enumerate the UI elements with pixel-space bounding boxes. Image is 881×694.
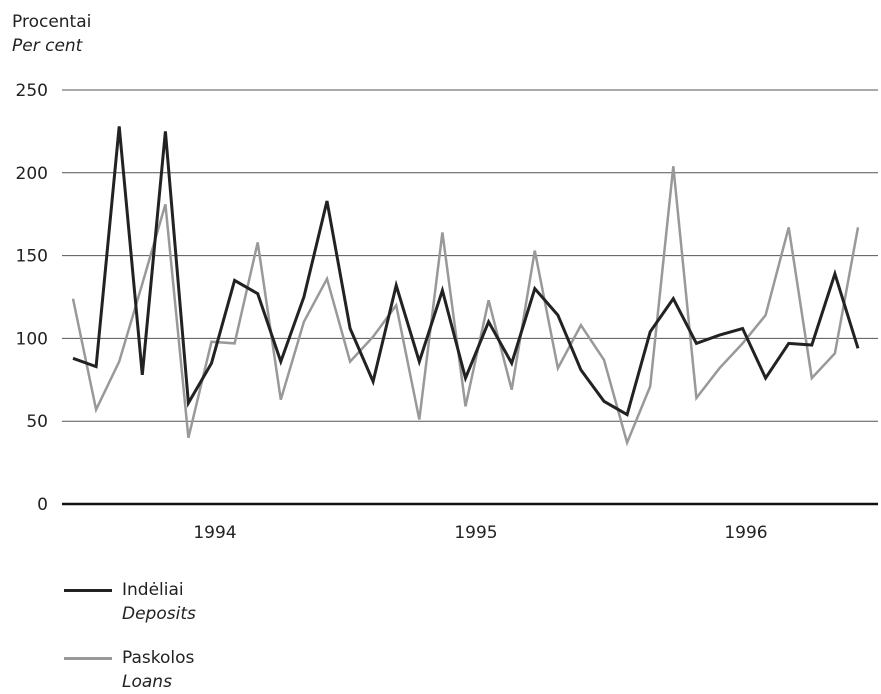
y-tick-label: 150 [16, 247, 48, 267]
legend-label-loans-en: Loans [122, 672, 172, 692]
line-chart: 0 50 100 150 200 250 1994 1995 1996 [16, 81, 878, 543]
legend-swatch-loans [64, 657, 112, 660]
gridlines [62, 89, 878, 506]
y-tick-label: 100 [16, 329, 48, 349]
y-tick-label: 200 [16, 164, 48, 184]
legend-swatch-deposits [64, 589, 112, 592]
x-tick-label: 1994 [193, 523, 236, 543]
x-tick-label: 1995 [454, 523, 497, 543]
legend-label-loans: Paskolos [122, 648, 195, 668]
x-tick-labels: 1994 1995 1996 [193, 523, 767, 543]
y-tick-labels: 0 50 100 150 200 250 [16, 81, 48, 515]
y-tick-label: 0 [37, 495, 48, 515]
legend-label-deposits: Indėliai [122, 580, 184, 600]
series-line-deposits [72, 126, 860, 417]
legend-label-deposits-en: Deposits [122, 604, 196, 624]
y-tick-label: 50 [26, 412, 48, 432]
y-axis-title-lt: Procentai [12, 12, 92, 32]
y-tick-label: 250 [16, 81, 48, 101]
x-tick-label: 1996 [724, 523, 767, 543]
y-axis-title-en: Per cent [12, 36, 83, 56]
series-lines [71, 126, 860, 447]
y-axis-title: Procentai Per cent [12, 10, 91, 58]
